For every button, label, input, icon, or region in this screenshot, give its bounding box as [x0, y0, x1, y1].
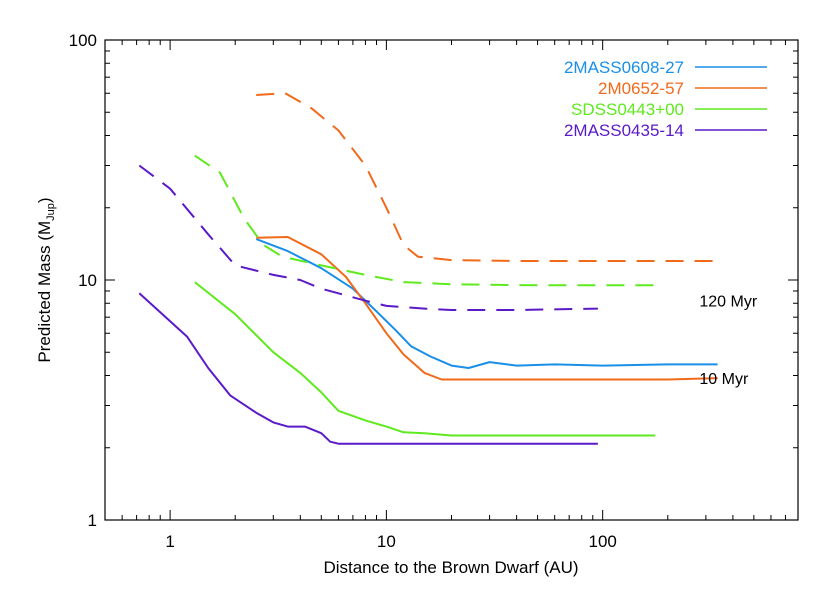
plot-frame — [104, 39, 799, 521]
y-tick-label: 1 — [88, 511, 97, 530]
legend-label: 2MASS0608-27 — [564, 58, 684, 77]
annotations: 120 Myr 10 Myr — [699, 294, 757, 388]
series-line-2m0652-57 — [256, 236, 718, 381]
legend-label: 2M0652-57 — [598, 79, 684, 98]
series-line-2mass0435-14 — [138, 292, 598, 445]
series-line-sdss0443-00 — [194, 281, 656, 437]
age-annotation: 120 Myr — [699, 294, 757, 311]
x-tick-label: 1 — [165, 532, 174, 551]
y-axis-label-sub: Jup — [45, 203, 57, 221]
tick-labels: 1 10 100 1 10 100 — [69, 31, 617, 551]
y-axis-label-close: ) — [35, 197, 54, 203]
series-line-2m0652-57-120-myr — [256, 92, 718, 262]
legend: 2MASS0608-27 2M0652-57 SDSS0443+00 2MASS043… — [564, 58, 767, 140]
y-axis-label: Predicted Mass (MJup) — [35, 197, 57, 362]
x-tick-label: 10 — [377, 532, 396, 551]
y-axis-label-main: Predicted Mass (M — [35, 221, 54, 363]
x-tick-label: 100 — [588, 532, 616, 551]
legend-label: 2MASS0435-14 — [564, 121, 684, 140]
legend-label: SDSS0443+00 — [571, 100, 684, 119]
y-tick-label: 10 — [78, 271, 97, 290]
axis-ticks — [104, 39, 799, 521]
y-tick-label: 100 — [69, 31, 97, 50]
x-axis-label: Distance to the Brown Dwarf (AU) — [323, 558, 578, 577]
series-line-2mass0435-14-120-myr — [138, 164, 598, 311]
series-line-2mass0608-27 — [255, 238, 718, 369]
series-line-sdss0443-00-120-myr — [194, 154, 656, 287]
age-annotation: 10 Myr — [699, 371, 749, 388]
series-layer — [138, 92, 718, 445]
